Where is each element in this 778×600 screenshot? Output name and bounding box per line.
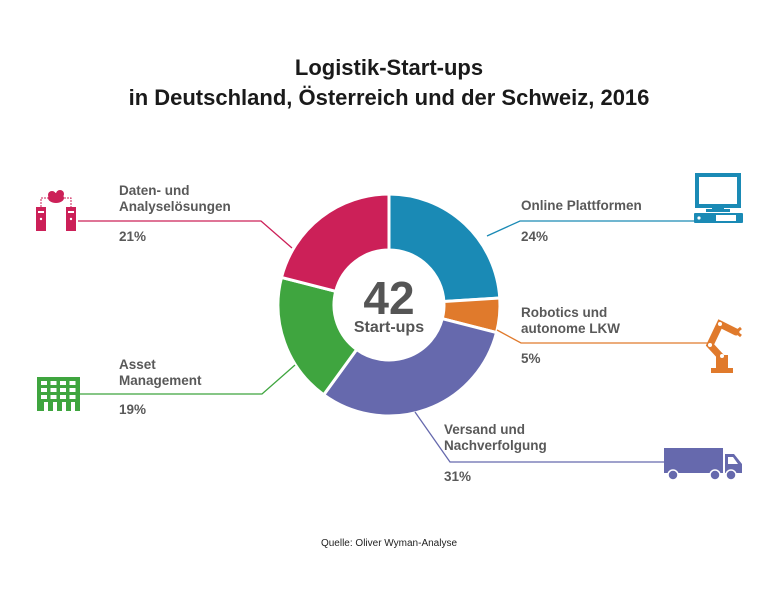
computer-icon xyxy=(694,173,743,223)
donut-slice xyxy=(321,316,499,418)
slice-value-robotics: 5% xyxy=(521,351,541,366)
slice-label-robotics: Robotics und autonome LKW xyxy=(521,305,620,336)
leader-line xyxy=(78,220,293,249)
slice-label-daten: Daten- und Analyselösungen xyxy=(119,183,231,214)
robot-arm-icon xyxy=(705,319,742,373)
slice-value-versand: 31% xyxy=(444,469,472,484)
slice-value-online: 24% xyxy=(521,229,549,244)
leader-line xyxy=(486,220,697,237)
slice-value-asset: 19% xyxy=(119,402,147,417)
donut-slice xyxy=(387,192,502,304)
leader-line xyxy=(80,364,296,395)
truck-icon xyxy=(664,448,742,481)
slice-label-online: Online Plattformen xyxy=(521,198,642,213)
building-icon xyxy=(37,377,80,411)
leader-line xyxy=(496,329,708,344)
chart-subtitle: in Deutschland, Österreich und der Schwe… xyxy=(128,85,650,110)
cloud-servers-icon xyxy=(36,190,76,231)
slice-label-asset: Asset Management xyxy=(119,357,202,388)
donut-slice xyxy=(279,192,391,294)
slice-value-daten: 21% xyxy=(119,229,147,244)
source-note: Quelle: Oliver Wyman-Analyse xyxy=(320,538,458,549)
center-value: 42 xyxy=(363,272,414,324)
donut-slice xyxy=(276,275,359,397)
center-label: Start-ups xyxy=(354,319,424,336)
leader-line xyxy=(414,411,664,463)
chart-title: Logistik-Start-ups xyxy=(294,55,484,80)
slice-label-versand: Versand und Nachverfolgung xyxy=(444,422,547,453)
